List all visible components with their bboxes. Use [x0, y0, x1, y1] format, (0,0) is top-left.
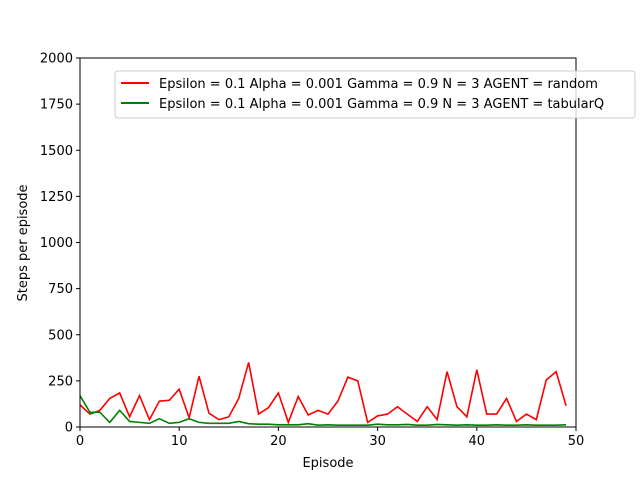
y-axis-label: Steps per episode [16, 184, 31, 301]
legend-label-random: Epsilon = 0.1 Alpha = 0.001 Gamma = 0.9 … [159, 77, 598, 92]
legend-label-tabularq: Epsilon = 0.1 Alpha = 0.001 Gamma = 0.9 … [159, 97, 604, 112]
series-line-tabularq [79, 395, 567, 426]
y-tick-label: 2000 [40, 52, 73, 67]
plot-lines [79, 362, 567, 426]
x-tick-label: 30 [369, 434, 386, 449]
y-axis: 0 250 500 750 1000 1250 1500 1750 2000 [40, 52, 80, 436]
y-tick-label: 500 [48, 328, 73, 343]
legend: Epsilon = 0.1 Alpha = 0.001 Gamma = 0.9 … [114, 70, 636, 119]
y-tick-label: 1500 [40, 144, 73, 159]
y-tick-label: 0 [65, 421, 73, 436]
x-tick-label: 20 [270, 434, 287, 449]
x-tick-label: 0 [76, 434, 84, 449]
legend-box [114, 70, 636, 119]
y-tick-label: 1750 [40, 98, 73, 113]
series-line-random [79, 362, 567, 425]
x-axis: 0 10 20 30 40 50 [76, 427, 584, 449]
x-tick-label: 50 [568, 434, 585, 449]
y-tick-label: 1250 [40, 190, 73, 205]
y-tick-label: 250 [48, 374, 73, 389]
y-tick-label: 1000 [40, 236, 73, 251]
y-tick-label: 750 [48, 282, 73, 297]
x-tick-label: 40 [469, 434, 486, 449]
x-tick-label: 10 [171, 434, 188, 449]
x-axis-label: Episode [302, 456, 353, 471]
